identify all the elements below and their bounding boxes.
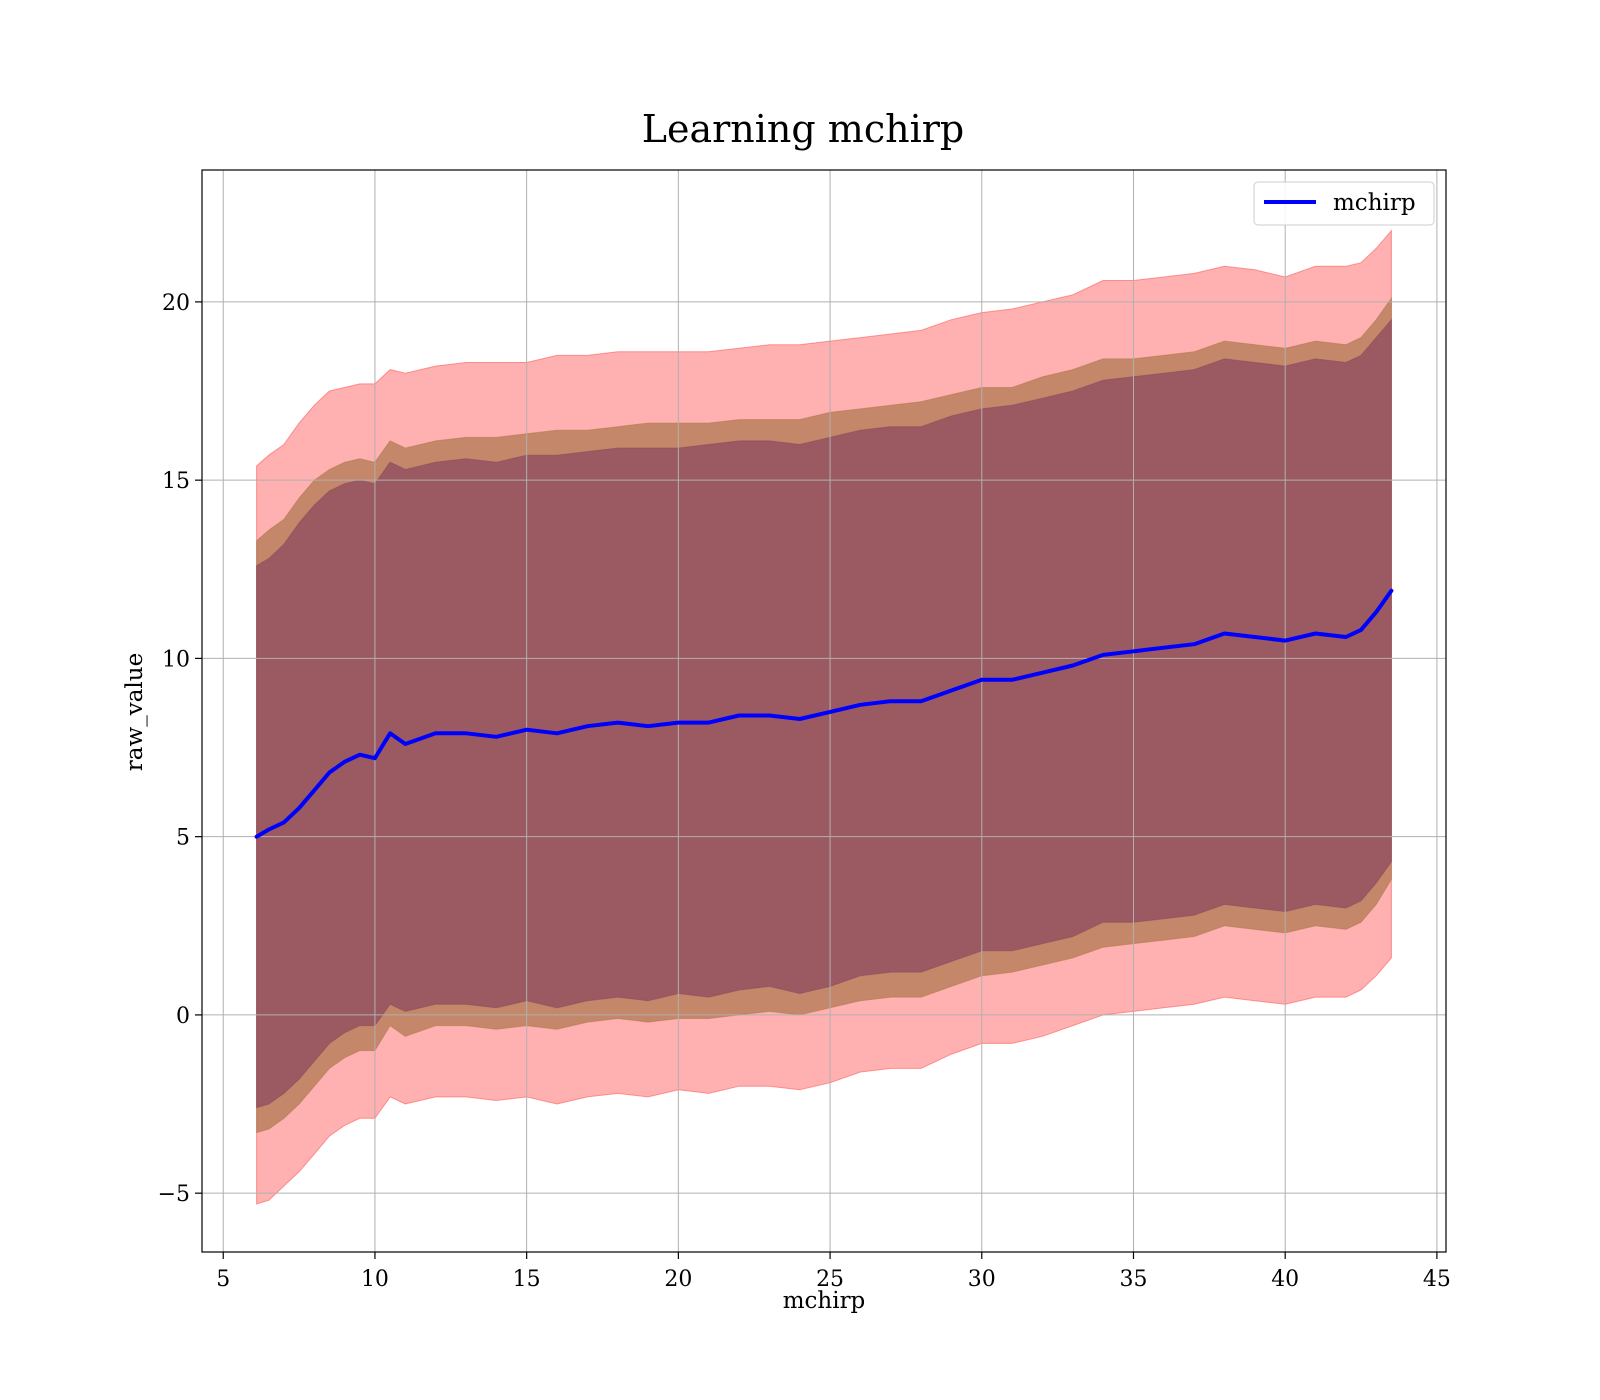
series-lines <box>254 588 1394 839</box>
x-tick-label-5: 5 <box>216 1267 230 1292</box>
y-tick-label-2: 0 <box>176 1004 190 1029</box>
axes-frame <box>201 169 1447 1253</box>
series-line-mchirp <box>254 588 1394 839</box>
grid-lines <box>202 170 1446 1252</box>
x-axis-label: mchirp <box>783 1288 866 1314</box>
x-tick-label-30: 30 <box>968 1267 996 1292</box>
y-axis-label: raw_value <box>122 653 148 771</box>
legend-box <box>1253 181 1435 226</box>
legend-label-mchirp: mchirp <box>1333 190 1416 216</box>
y-tick-label-5: 15 <box>162 469 190 494</box>
y-tick-label-6: 20 <box>162 291 190 316</box>
x-tick-label-40: 40 <box>1271 1267 1299 1292</box>
x-tick-label-25: 25 <box>816 1267 844 1292</box>
y-tick-label-1: −5 <box>158 1182 190 1207</box>
plot-area: 5 10 15 20 25 30 35 40 45 −5 0 5 10 15 20 <box>158 169 1451 1292</box>
x-tick-label-20: 20 <box>664 1267 692 1292</box>
y-tick-label-3: 5 <box>176 826 190 851</box>
y-tick-label-4: 10 <box>162 647 190 672</box>
x-axis-ticks: 5 10 15 20 25 30 35 40 45 <box>216 1252 1451 1292</box>
legend: mchirp <box>1253 181 1435 226</box>
x-tick-label-35: 35 <box>1119 1267 1147 1292</box>
chart-title: Learning mchirp <box>642 107 964 151</box>
y-axis-ticks: −5 0 5 10 15 20 <box>158 291 202 1207</box>
x-tick-label-10: 10 <box>361 1267 389 1292</box>
x-tick-label-45: 45 <box>1423 1267 1451 1292</box>
x-tick-label-15: 15 <box>513 1267 541 1292</box>
